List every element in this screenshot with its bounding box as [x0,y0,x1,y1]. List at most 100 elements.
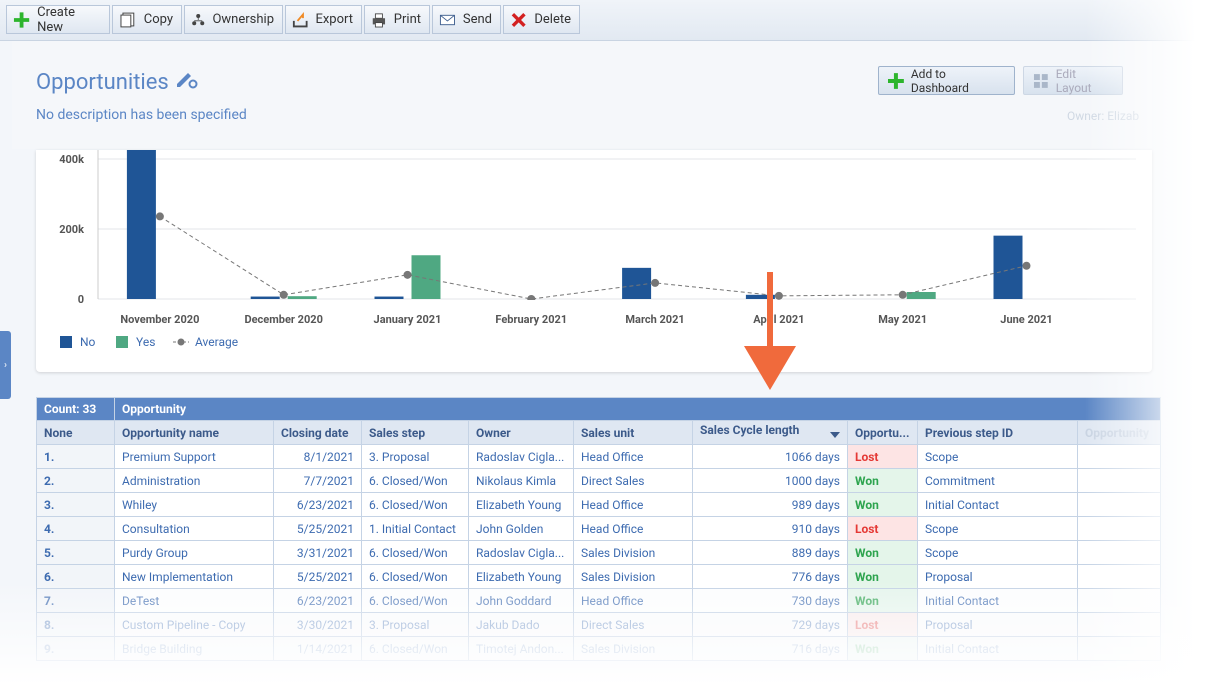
cell: Direct Sales [573,612,693,637]
column-header[interactable]: Closing date [273,420,362,445]
cell: 776 days [692,564,848,589]
cell: DeTest [114,588,274,613]
group-cell: Opportunity [114,397,1161,421]
column-header[interactable]: Sales Cycle length [692,420,848,445]
side-panel-toggle[interactable]: › [0,331,11,399]
data-row[interactable]: 4. Consultation 5/25/2021 1. Initial Contac… [36,516,1161,541]
cell: Head Office [573,444,693,469]
column-header[interactable]: None [36,420,115,445]
cell: Scope [917,540,1078,565]
cell [1077,588,1161,613]
cell: Commitment [917,468,1078,493]
bar [250,296,280,299]
cell: 3/31/2021 [273,540,362,565]
data-table: Count: 33 Opportunity None Opportunity name… [36,397,1161,661]
cell: 6. Closed/Won [361,564,469,589]
column-header[interactable]: Opportunity name [114,420,274,445]
cell: Won [847,468,918,493]
cell: Won [847,564,918,589]
data-row[interactable]: 2. Administration 7/7/2021 6. Closed/Won Nik… [36,468,1161,493]
cell: Elizabeth Young [468,564,574,589]
cell: 989 days [692,492,848,517]
y-tick-label: 0 [78,293,84,306]
legend-label: Average [195,335,238,349]
create-button[interactable]: Create New [6,4,110,35]
bar [622,267,652,299]
title-text: Opportunities [36,70,169,95]
cell: 3. Proposal [361,612,469,637]
cell: 6/23/2021 [273,492,362,517]
copy-button[interactable]: Copy [112,5,182,34]
scroll-arrow [744,272,796,390]
column-header[interactable]: Opportunity [1077,420,1161,445]
cell: Lost [847,516,918,541]
column-header[interactable]: Sales step [361,420,469,445]
column-header[interactable]: Owner [468,420,574,445]
average-point [651,278,660,287]
cell: Elizabeth Young [468,492,574,517]
legend-symbol [60,336,72,348]
cell: Jakub Dado [468,612,574,637]
legend-symbol [116,336,128,348]
data-row[interactable]: 9. Bridge Building 1/14/2021 6. Closed/Won T… [36,636,1161,661]
cell: Radoslav Cigla... [468,444,574,469]
legend-label: No [80,335,96,349]
cell: Won [847,540,918,565]
cell: 1. Initial Contact [361,516,469,541]
x-tick-label: May 2021 [878,313,927,326]
data-row[interactable]: 7. DeTest 6/23/2021 6. Closed/Won John Godda… [36,588,1161,613]
cell: 3/30/2021 [273,612,362,637]
cell: John Goddard [468,588,574,613]
cell: Won [847,588,918,613]
cell: 6. Closed/Won [361,540,469,565]
cell: 6. Closed/Won [361,636,469,661]
cell: 2. [36,468,115,493]
cell: Nikolaus Kimla [468,468,574,493]
label: Add to Dashboard [910,66,969,95]
label: Create New [37,4,75,35]
average-point [1022,261,1031,270]
cell: John Golden [468,516,574,541]
cell: Initial Contact [917,492,1078,517]
page-title: Opportunities [36,67,200,95]
cell: Lost [847,444,918,469]
print-button[interactable]: Print [364,5,430,34]
average-line [159,215,1027,300]
edit-icon[interactable] [174,67,200,89]
cell [1077,612,1161,637]
cell: Administration [114,468,274,493]
cell: 6. Closed/Won [361,588,469,613]
data-row[interactable]: 8. Custom Pipeline - Copy 3/30/2021 3. Prop… [36,612,1161,637]
average-point [155,212,164,221]
ownership-button[interactable]: Ownership [184,5,283,34]
cell: Head Office [573,588,693,613]
data-row[interactable]: 1. Premium Support 8/1/2021 3. Proposal Rado… [36,444,1161,469]
data-row[interactable]: 5. Purdy Group 3/31/2021 6. Closed/Won Rados… [36,540,1161,565]
cell: 6. Closed/Won [361,468,469,493]
column-header[interactable]: Sales unit [573,420,693,445]
column-header[interactable]: Previous step ID [917,420,1078,445]
cell [1077,468,1161,493]
column-header[interactable]: Opportu... [847,420,918,445]
cell: Sales Division [573,540,693,565]
cell [1077,564,1161,589]
export-button[interactable]: Export [285,5,362,34]
delete-button[interactable]: Delete [503,5,580,34]
cell: 7/7/2021 [273,468,362,493]
bar [411,255,441,299]
cell [1077,540,1161,565]
cell: Timotej Andon... [468,636,574,661]
send-button[interactable]: Send [432,5,501,34]
y-tick-label: 400k [59,153,84,166]
cell: 1066 days [692,444,848,469]
edit-layout-button[interactable]: Edit Layout [1023,66,1123,95]
cell: 3. [36,492,115,517]
label: Export [315,12,353,27]
count-cell: Count: 33 [36,397,115,421]
data-row[interactable]: 3. Whiley 6/23/2021 6. Closed/Won Elizabeth … [36,492,1161,517]
add-dashboard-button[interactable]: Add to Dashboard [878,66,1015,95]
label: Send [462,12,492,27]
average-point [279,290,288,299]
label: Edit Layout [1055,66,1092,95]
data-row[interactable]: 6. New Implementation 5/25/2021 6. Closed/W… [36,564,1161,589]
